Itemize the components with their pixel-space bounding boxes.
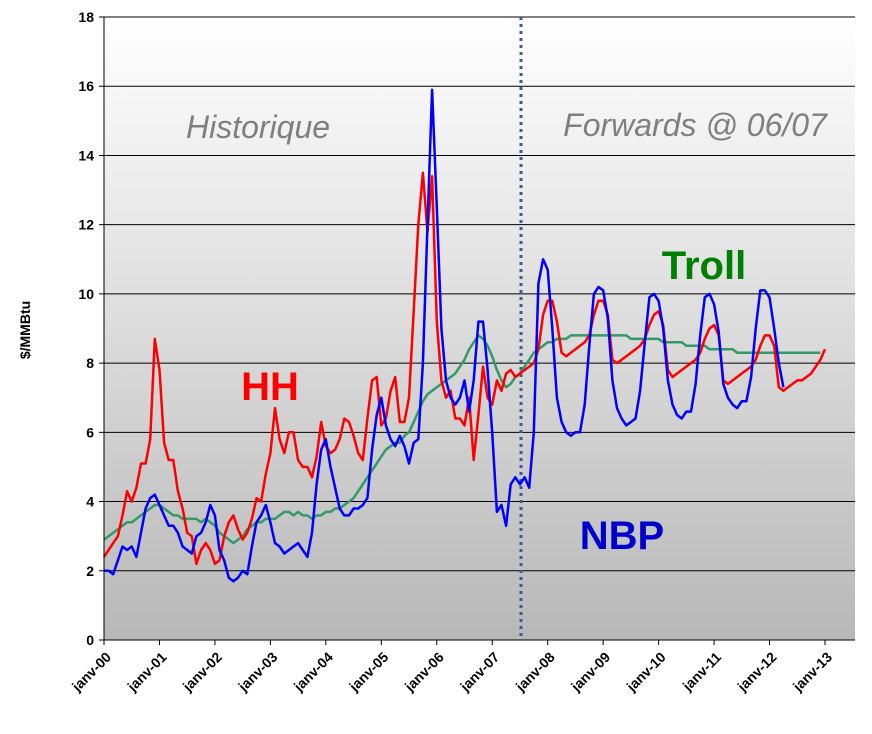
x-tick-label: janv-03 [234,649,280,695]
y-tick-label: 12 [78,217,94,233]
x-tick-label: janv-01 [123,649,169,695]
x-tick-label: janv-12 [734,649,780,695]
x-tick-label: janv-04 [290,649,336,695]
y-axis-label: $/MMBtu [17,301,33,359]
series-line [102,171,827,566]
y-tick-label: 8 [86,355,94,371]
annotation: Historique [186,109,330,145]
x-tick-label: janv-05 [345,649,391,695]
x-tick-label: janv-10 [623,649,669,695]
plot-area [104,17,855,640]
y-tick-label: 10 [78,286,94,302]
x-tick-label: janv-07 [456,649,502,695]
y-tick-label: 14 [78,147,94,163]
y-tick-label: 0 [86,632,94,648]
series-label: NBP [580,514,664,558]
y-tick-label: 18 [78,9,94,25]
series-label: HH [241,365,299,409]
x-tick-label: janv-06 [401,649,447,695]
series-line [104,88,785,583]
annotation: Forwards @ 06/07 [563,107,828,143]
y-tick-label: 2 [86,563,94,579]
y-tick-label: 16 [78,78,94,94]
y-tick-label: 4 [86,494,94,510]
x-tick-label: janv-00 [68,649,114,695]
y-tick-label: 6 [86,424,94,440]
x-tick-label: janv-13 [789,649,835,695]
x-tick-label: janv-08 [512,649,558,695]
series-label: Troll [662,244,746,288]
x-tick-label: janv-02 [179,649,225,695]
x-tick-label: janv-11 [679,649,725,695]
x-tick-label: janv-09 [567,649,613,695]
